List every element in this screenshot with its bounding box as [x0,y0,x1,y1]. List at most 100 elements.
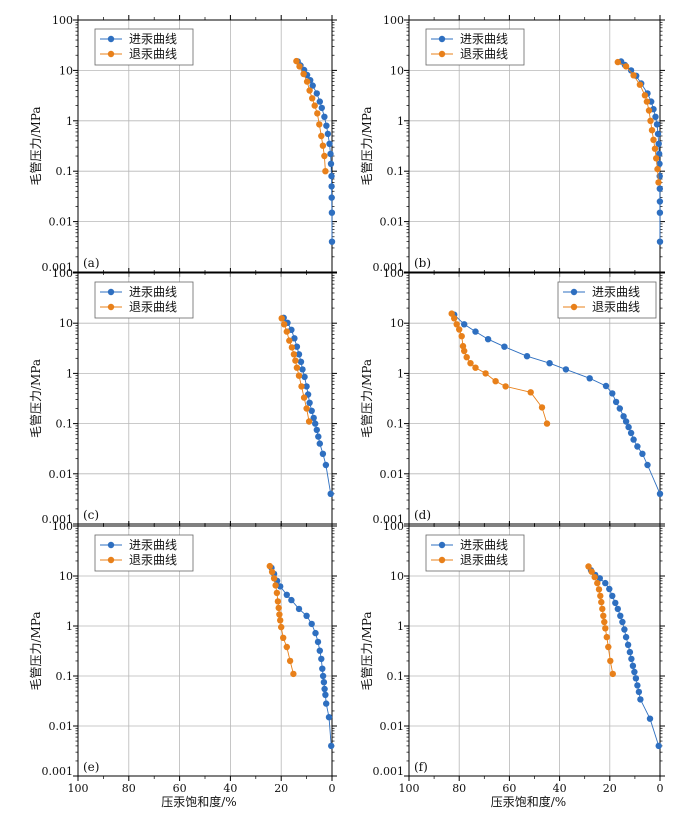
legend-label: 进汞曲线 [129,538,177,552]
panel-e: 100 10 1 0.1 0.01 0.001 100 80 60 40 20 0 毛管压力/MPa 压汞… [28,520,337,809]
data-point [283,591,290,598]
series-withdrawal [585,563,616,678]
ticks [73,268,337,529]
data-point [538,404,546,411]
y-tick-label: 0.001 [42,261,74,274]
y-tick-label: 0.1 [387,165,405,178]
data-point [482,370,489,377]
data-point [288,596,295,604]
data-point [309,95,316,102]
series-line [451,313,548,424]
series-line [453,314,661,494]
data-point [628,655,635,663]
series-withdrawal [278,315,313,425]
data-point [484,336,492,343]
data-point [318,655,325,663]
x-tick-label: 60 [502,782,516,795]
legend-label: 退汞曲线 [129,47,177,61]
data-point [472,364,479,371]
y-axis-title: 毛管压力/MPa [28,106,43,185]
series-line [588,566,614,674]
data-point [303,405,310,412]
legend-label: 进汞曲线 [460,32,508,46]
data-point [288,344,296,351]
y-tick-label: 1 [397,115,404,128]
data-point [303,78,311,85]
data-point [456,326,463,333]
legend-marker [570,303,578,311]
data-point [543,420,551,427]
data-point [322,691,329,698]
data-point [276,611,283,618]
data-point [280,634,287,641]
data-point [291,335,298,342]
data-point [316,98,323,105]
y-tick-label: 0.01 [380,720,405,733]
data-point [630,436,637,443]
y-tick-label: 100 [383,14,404,27]
data-point [453,321,460,328]
data-point [298,383,305,390]
data-point [300,394,308,401]
data-point [283,643,290,651]
data-point [502,383,509,390]
legend-label: 退汞曲线 [129,553,177,567]
data-point [323,700,330,707]
legend-marker [107,35,115,43]
data-point [319,672,327,680]
data-point [629,662,637,669]
legend-marker [107,556,115,564]
y-tick-label: 10 [390,64,404,77]
data-point [272,582,279,589]
data-point [624,641,632,648]
data-point [636,81,644,88]
x-tick-label: 0 [657,782,664,795]
data-point [654,165,661,173]
y-tick-label: 0.001 [42,765,74,778]
data-point [631,668,638,676]
data-point [312,629,319,637]
y-tick-label: 0.001 [373,765,405,778]
x-tick-label: 100 [68,782,89,795]
data-point [328,209,336,216]
data-point [606,585,613,593]
data-point [598,598,605,606]
data-point [656,160,663,167]
y-tick-label: 0.01 [380,216,405,229]
data-point [312,420,319,427]
x-tick-label: 20 [603,782,617,795]
data-point [286,337,293,344]
data-point [303,612,310,619]
series-withdrawal [293,57,329,175]
data-point [281,321,288,328]
y-axis-title: 毛管压力/MPa [28,359,43,438]
data-point [459,342,467,350]
data-point [295,605,303,613]
legend-label: 进汞曲线 [129,285,177,299]
data-point [448,310,455,317]
data-point [643,98,651,105]
data-point [591,573,598,581]
data-point [461,321,468,328]
series-intrusion [268,564,335,750]
data-point [562,366,570,373]
data-point [653,121,661,128]
data-point [324,130,332,138]
data-point [654,130,662,138]
y-tick-label: 0.01 [49,468,74,481]
panel-label: (e) [83,760,99,774]
legend-marker [438,541,446,549]
data-point [306,87,313,94]
y-tick-label: 0.01 [49,720,74,733]
data-point [605,643,612,651]
y-tick-label: 100 [383,267,404,280]
legend-box [557,281,657,319]
data-point [616,405,623,412]
